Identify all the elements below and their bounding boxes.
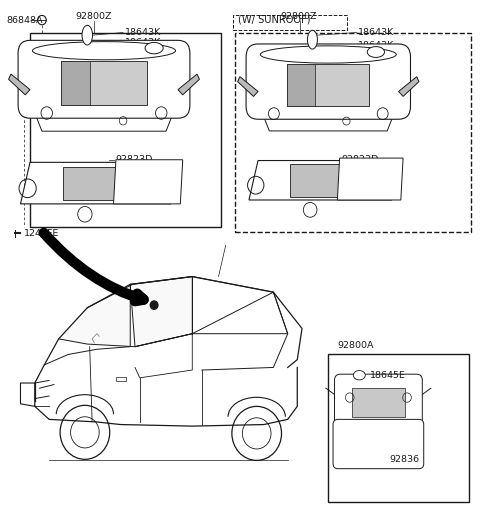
Text: 86848A: 86848A xyxy=(6,16,43,25)
Text: 18643K: 18643K xyxy=(359,28,395,37)
Circle shape xyxy=(150,301,158,310)
Ellipse shape xyxy=(82,25,93,45)
Ellipse shape xyxy=(353,371,365,380)
Text: 92823D: 92823D xyxy=(115,155,152,164)
Polygon shape xyxy=(28,95,180,131)
Text: 18643K: 18643K xyxy=(124,39,161,48)
Polygon shape xyxy=(21,162,180,204)
Text: 92800Z: 92800Z xyxy=(281,13,317,21)
Polygon shape xyxy=(238,77,258,97)
Polygon shape xyxy=(9,74,30,95)
Polygon shape xyxy=(114,160,183,204)
FancyBboxPatch shape xyxy=(18,40,190,118)
Ellipse shape xyxy=(260,46,396,63)
Bar xyxy=(235,32,471,232)
Ellipse shape xyxy=(307,30,317,49)
Bar xyxy=(116,377,126,382)
Bar xyxy=(352,388,405,417)
Text: 92822E: 92822E xyxy=(356,171,392,180)
Text: 1243FE: 1243FE xyxy=(24,229,60,238)
Bar xyxy=(233,16,348,30)
Bar xyxy=(290,164,367,197)
Bar xyxy=(30,32,221,227)
Ellipse shape xyxy=(367,46,384,57)
Bar xyxy=(63,167,144,200)
Text: 18645E: 18645E xyxy=(370,371,406,379)
Bar xyxy=(61,61,147,105)
Text: 92823D: 92823D xyxy=(342,155,379,164)
Bar xyxy=(328,354,469,503)
Polygon shape xyxy=(249,161,401,200)
Text: 92800Z: 92800Z xyxy=(75,13,112,21)
FancyBboxPatch shape xyxy=(335,374,422,425)
Bar xyxy=(288,64,315,106)
FancyBboxPatch shape xyxy=(333,419,424,469)
Text: 18643K: 18643K xyxy=(124,28,161,37)
Text: 18643K: 18643K xyxy=(359,41,395,50)
Bar xyxy=(288,64,369,106)
Polygon shape xyxy=(256,97,401,131)
Polygon shape xyxy=(178,74,199,95)
Bar xyxy=(61,61,90,105)
Polygon shape xyxy=(59,277,192,347)
Text: 92836: 92836 xyxy=(389,455,419,464)
Text: 92800A: 92800A xyxy=(338,341,374,350)
Text: 92822E: 92822E xyxy=(126,171,162,180)
Ellipse shape xyxy=(33,42,176,60)
Polygon shape xyxy=(337,158,403,200)
Ellipse shape xyxy=(145,42,163,54)
FancyBboxPatch shape xyxy=(246,44,410,119)
Polygon shape xyxy=(398,77,419,97)
Text: (W/ SUNROOF): (W/ SUNROOF) xyxy=(238,15,310,25)
